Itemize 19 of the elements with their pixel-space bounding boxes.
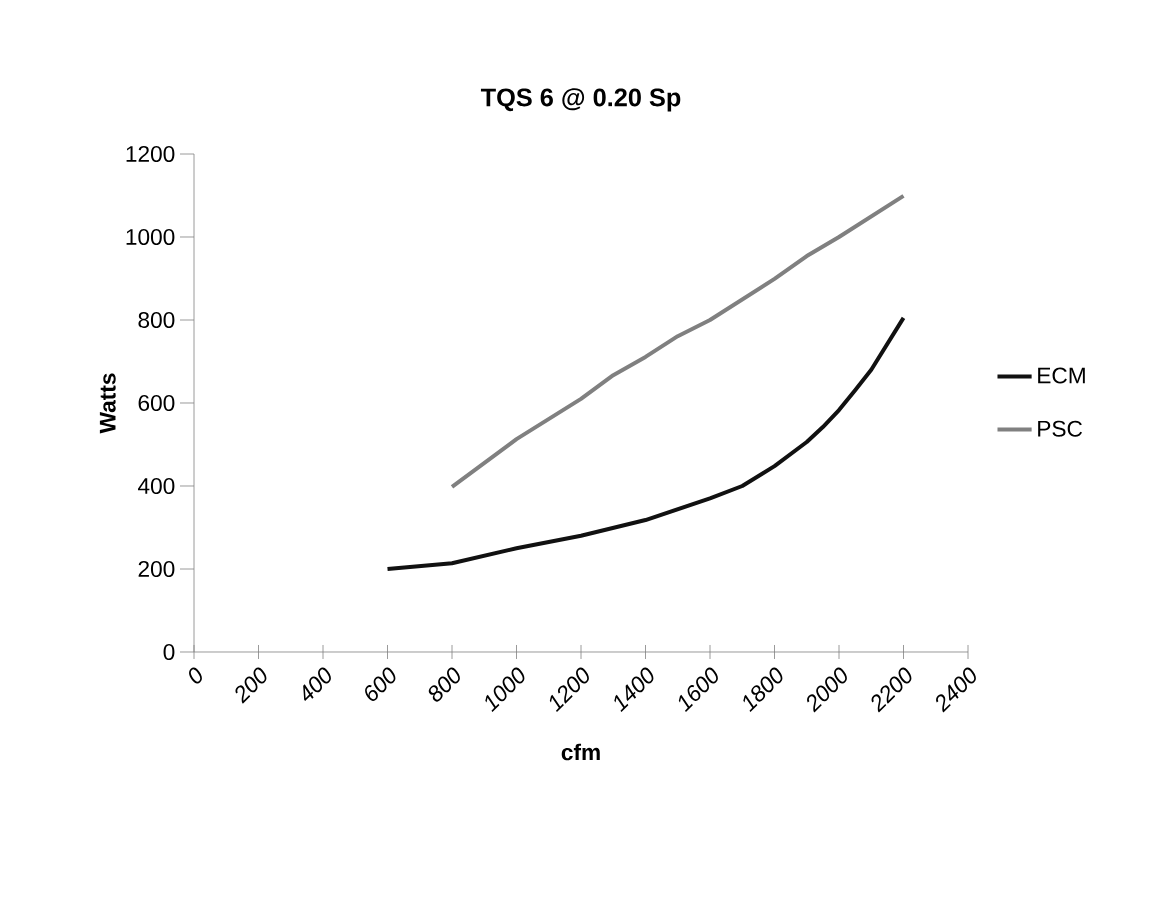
- chart-title: TQS 6 @ 0.20 Sp: [480, 88, 681, 112]
- y-tick-label: 0: [163, 643, 175, 661]
- x-axis-title: cfm: [561, 743, 600, 761]
- line-series: [450, 193, 906, 489]
- x-tick-label: 400: [303, 667, 331, 701]
- y-axis-title: Watts: [99, 373, 116, 434]
- y-tick-label: 800: [138, 311, 175, 329]
- x-tick-label: 0: [189, 667, 202, 684]
- legend-label: PSC: [1038, 420, 1083, 437]
- x-tick-label: 600: [365, 667, 396, 701]
- x-tick-label: 200: [235, 667, 267, 704]
- line-series: [385, 315, 906, 571]
- legend-label: ECM: [1038, 367, 1085, 384]
- y-tick-label: 400: [137, 477, 175, 495]
- y-tick-label: 1200: [126, 145, 175, 163]
- y-tick-label: 200: [138, 560, 175, 578]
- x-tick-label: 800: [428, 667, 460, 702]
- y-tick-label: 1000: [126, 228, 175, 246]
- y-tick-label: 600: [138, 394, 175, 412]
